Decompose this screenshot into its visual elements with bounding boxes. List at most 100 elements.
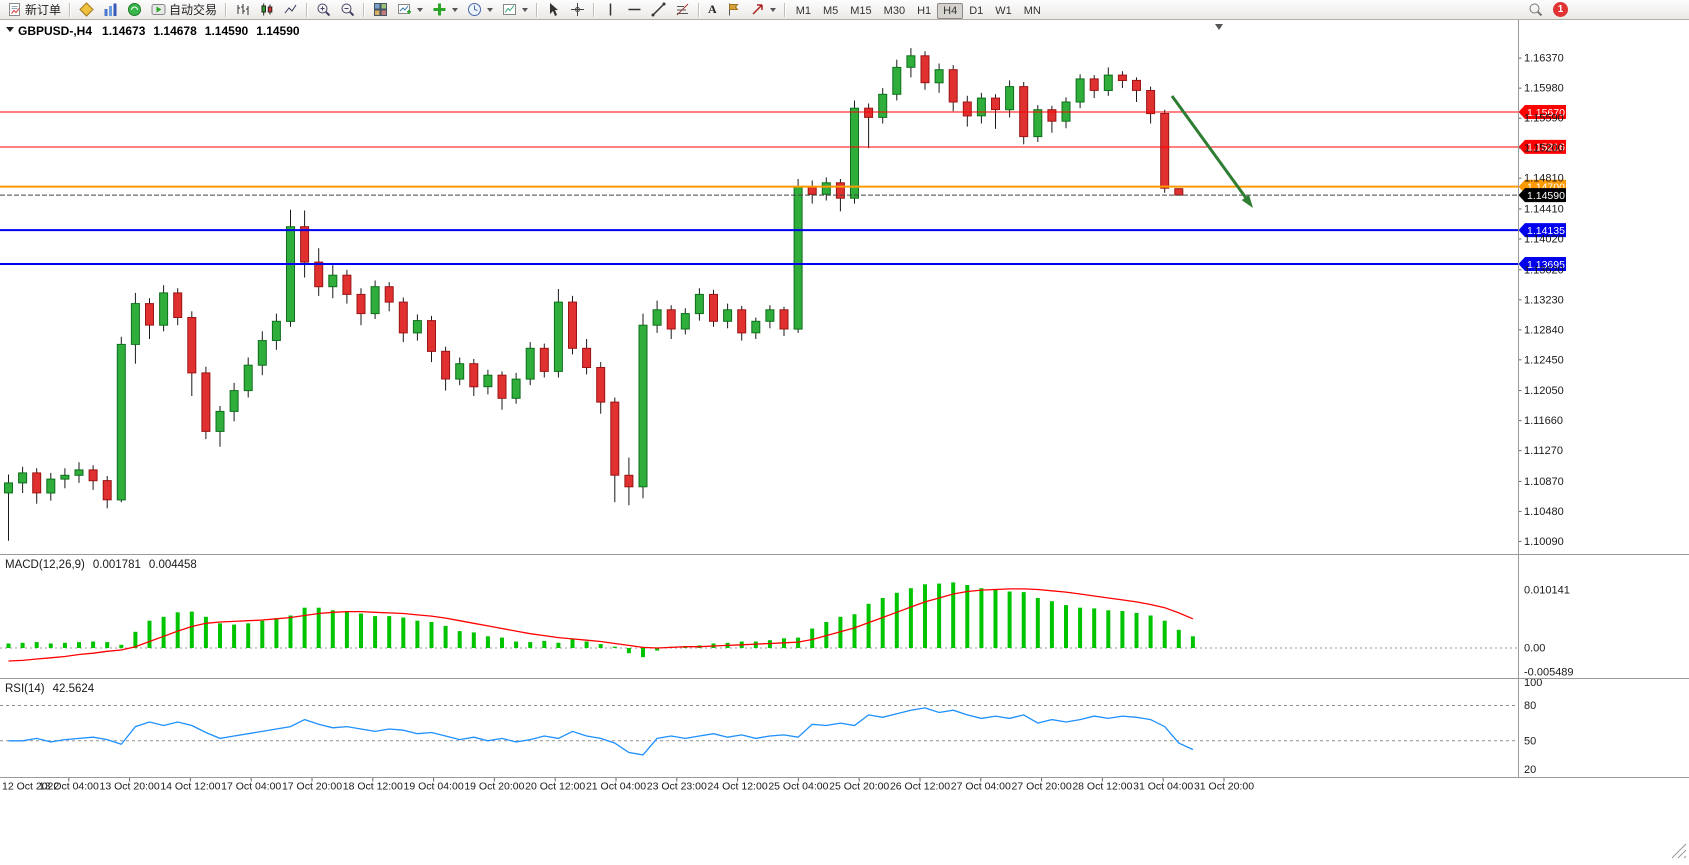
cursor-tool-button[interactable] (542, 1, 565, 19)
toolbar-separator (69, 2, 72, 17)
macd-histogram-bar (1106, 610, 1111, 648)
price-tag[interactable]: 1.15670 (1518, 105, 1567, 119)
tile-windows-button[interactable] (369, 1, 392, 19)
search-button[interactable] (1524, 1, 1547, 19)
bull-candle (1103, 74, 1113, 91)
macd-pane: 0.010141 0.00 -0.005489 (0, 582, 1574, 679)
macd-histogram-bar (965, 585, 970, 648)
svg-text:1.14135: 1.14135 (1527, 225, 1565, 237)
bull-candle (751, 320, 761, 334)
new-order-button[interactable]: 新订单 (3, 1, 65, 19)
time-axis-label: 24 Oct 12:00 (708, 781, 768, 793)
macd-label: MACD(12,26,9) 0.001781 0.004458 (5, 559, 197, 571)
new-chart-button[interactable] (393, 1, 427, 19)
zoom-out-icon (341, 3, 355, 17)
bear-candle (1132, 79, 1141, 91)
macd-histogram-bar (1035, 598, 1040, 648)
macd-axis-label: 0.010141 (1524, 585, 1570, 597)
trend-arrow-line[interactable] (1170, 95, 1248, 199)
autotrading-label: 自动交易 (169, 3, 218, 17)
macd-axis-label: -0.005489 (1524, 667, 1574, 679)
zoom-out-button[interactable] (336, 1, 359, 19)
price-axis-label: 1.10480 (1524, 506, 1564, 518)
price-axis-label: 1.15980 (1524, 83, 1564, 95)
bull-candle (1075, 78, 1085, 103)
chart-shift-marker-icon[interactable] (1215, 24, 1223, 30)
timeframe-button-m1[interactable]: M1 (790, 3, 817, 19)
text-tool-glyph: A (708, 2, 717, 16)
timeframe-button-d1[interactable]: D1 (963, 3, 989, 19)
indicators-plus-icon (433, 3, 446, 16)
template-icon (503, 4, 517, 15)
toolbar-separator (225, 2, 228, 17)
bull-candle (694, 293, 704, 315)
vertical-line-tool-button[interactable] (599, 1, 622, 19)
timeframe-group: M1 M5 M15 M30 H1 H4 D1 W1 MN (790, 1, 1047, 19)
text-tool-button[interactable]: A (704, 1, 721, 19)
mql5-icon (79, 2, 94, 17)
indicators-button[interactable] (428, 1, 462, 19)
timeframe-button-m5[interactable]: M5 (817, 3, 844, 19)
refresh-button[interactable] (123, 1, 146, 19)
macd-histogram-bar (1148, 615, 1153, 648)
arrow-tool-icon (752, 4, 763, 15)
line-chart-icon (284, 4, 297, 14)
timeframe-button-m30[interactable]: M30 (878, 3, 911, 19)
price-tag[interactable]: 1.14135 (1518, 223, 1567, 238)
zoom-in-button[interactable] (312, 1, 335, 19)
candlestick-mode-button[interactable] (255, 1, 278, 19)
ohlc-bars-icon (237, 4, 249, 15)
price-axis-label: 1.11660 (1524, 415, 1563, 427)
bull-candle (652, 309, 662, 326)
price-axis-label: 1.14020 (1524, 233, 1564, 245)
market-watch-button[interactable] (99, 1, 122, 19)
bear-candle (1047, 109, 1057, 122)
svg-text:1.14590: 1.14590 (1527, 190, 1565, 202)
horizontal-line-tool-button[interactable] (623, 1, 646, 19)
fibonacci-tool-button[interactable] (671, 1, 694, 19)
timeframe-button-w1[interactable]: W1 (989, 3, 1018, 19)
price-tag[interactable]: 1.15216 (1518, 139, 1567, 154)
macd-histogram-bar (979, 588, 984, 648)
trend-arrow-object[interactable] (1170, 95, 1253, 208)
macd-histogram-bar (133, 631, 138, 649)
periods-button[interactable] (463, 1, 497, 19)
resize-grip-icon[interactable] (1671, 843, 1687, 859)
svg-text:1.15216: 1.15216 (1527, 142, 1565, 154)
bear-candle (991, 97, 1000, 111)
bull-candle (243, 364, 253, 392)
timeframe-button-h4[interactable]: H4 (937, 2, 964, 19)
bear-candle (497, 374, 507, 399)
macd-histogram-bar (20, 642, 25, 648)
label-tool-button[interactable] (722, 1, 745, 19)
bull-candle (130, 303, 140, 345)
bar-chart-mode-button[interactable] (231, 1, 254, 19)
line-chart-mode-button[interactable] (279, 1, 302, 19)
autotrading-button[interactable]: 自动交易 (147, 1, 221, 19)
bull-candle (765, 309, 775, 322)
arrows-tool-button[interactable] (746, 1, 780, 19)
bull-candle (892, 66, 902, 95)
toolbar-separator (593, 2, 596, 17)
price-tag[interactable]: 1.14590 (1518, 188, 1567, 203)
symbol-menu-icon[interactable] (6, 27, 14, 32)
time-axis-label: 12 Oct 2022 (2, 781, 59, 793)
macd-histogram-bar (866, 603, 871, 648)
templates-button[interactable] (498, 1, 532, 19)
dropdown-caret-icon (452, 7, 459, 12)
macd-histogram-bar (48, 643, 53, 648)
timeframe-button-h1[interactable]: H1 (911, 3, 937, 19)
zoom-in-icon (317, 3, 331, 17)
trendline-tool-button[interactable] (647, 1, 670, 19)
timeframe-button-mn[interactable]: MN (1018, 3, 1047, 19)
mql5-community-button[interactable] (75, 1, 98, 19)
macd-histogram-bar (923, 584, 927, 648)
crosshair-tool-button[interactable] (566, 1, 589, 19)
rsi-axis-label: 20 (1524, 764, 1536, 776)
notification-badge[interactable]: 1 (1553, 2, 1568, 17)
price-axis[interactable]: 1.16370 1.15980 1.15590 1.15200 1.14810 1.144… (1518, 53, 1564, 548)
price-tag[interactable]: 1.13695 (1518, 257, 1567, 271)
timeframe-button-m15[interactable]: M15 (844, 3, 877, 19)
